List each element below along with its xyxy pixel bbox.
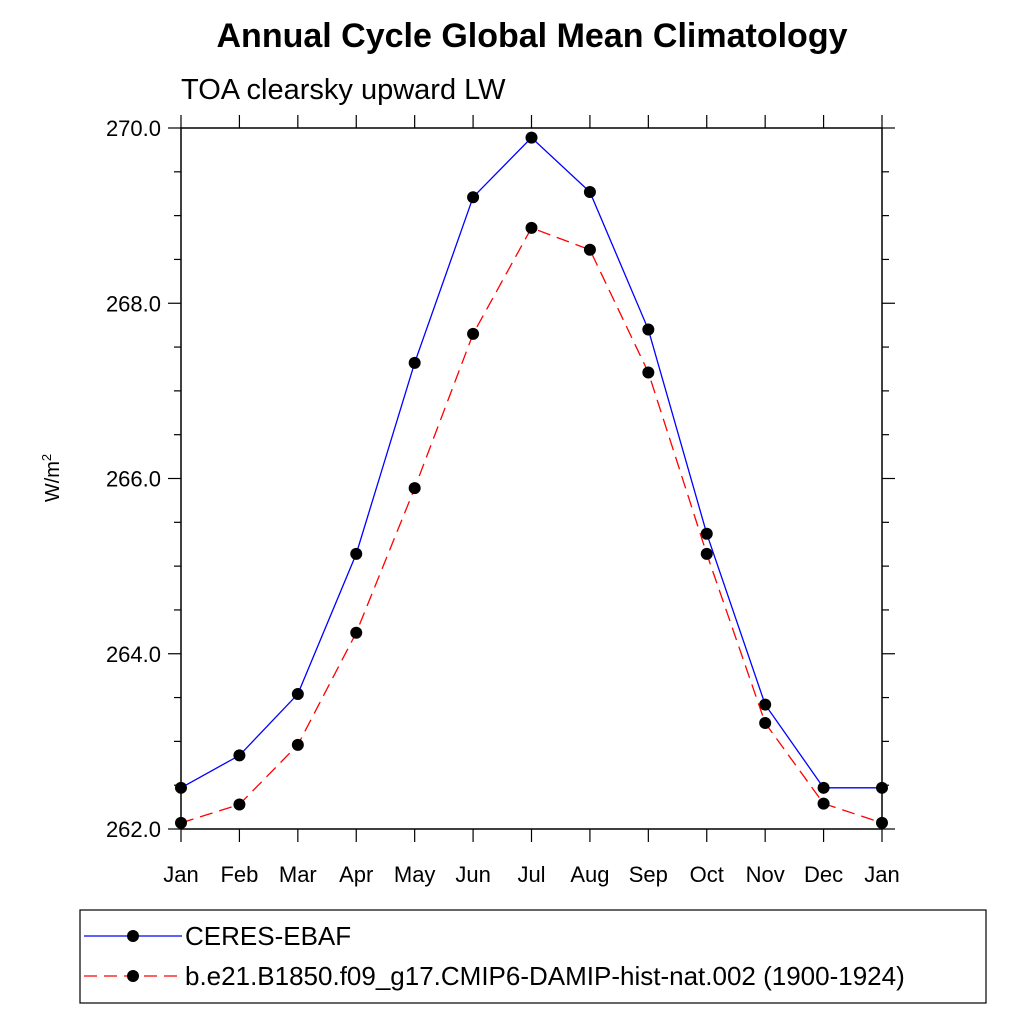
x-tick-label: Feb bbox=[220, 862, 258, 887]
data-point bbox=[759, 716, 772, 729]
y-tick-label: 262.0 bbox=[106, 817, 161, 842]
axes: 262.0 264.0 266.0 268.0 270.0 Jan Feb Mar Apr May… bbox=[106, 115, 900, 887]
series-1 bbox=[175, 131, 888, 794]
data-point bbox=[876, 781, 888, 794]
data-point bbox=[350, 626, 363, 639]
data-point bbox=[175, 816, 187, 829]
y-axis-label-superscript: 2 bbox=[39, 454, 54, 461]
legend-label: CERES-EBAF bbox=[185, 921, 351, 951]
data-point bbox=[700, 527, 713, 540]
y-axis-label: W/m2 bbox=[39, 454, 64, 502]
x-tick-label: Jan bbox=[864, 862, 899, 887]
data-point bbox=[291, 688, 304, 701]
x-tick-label: Dec bbox=[804, 862, 843, 887]
data-point bbox=[642, 366, 655, 379]
x-tick-label: Aug bbox=[570, 862, 609, 887]
data-point bbox=[525, 131, 538, 144]
legend: CERES-EBAF b.e21.B1850.f09_g17.CMIP6-DAMI… bbox=[79, 909, 987, 1004]
legend-label: b.e21.B1850.f09_g17.CMIP6-DAMIP-hist-nat… bbox=[185, 961, 905, 991]
data-point bbox=[350, 547, 363, 560]
data-point bbox=[467, 327, 480, 340]
series-line bbox=[180, 136, 882, 789]
series-2 bbox=[175, 221, 888, 829]
x-tick-label: Mar bbox=[279, 862, 317, 887]
data-point bbox=[175, 781, 187, 794]
x-tick-label: Jun bbox=[455, 862, 490, 887]
data-point bbox=[467, 191, 480, 204]
y-tick-label: 270.0 bbox=[106, 116, 161, 141]
chart-subtitle: TOA clearsky upward LW bbox=[181, 74, 506, 106]
y-axis-label-text: W/m bbox=[42, 461, 64, 502]
x-tick-label: Sep bbox=[629, 862, 668, 887]
legend-box bbox=[79, 909, 987, 1004]
data-point bbox=[233, 749, 246, 762]
data-point bbox=[759, 698, 772, 711]
data-point bbox=[700, 547, 713, 560]
legend-marker bbox=[127, 970, 139, 982]
data-point bbox=[583, 243, 596, 256]
data-point bbox=[817, 797, 830, 810]
data-point bbox=[408, 482, 421, 495]
data-point bbox=[291, 738, 304, 751]
data-point bbox=[817, 781, 830, 794]
y-tick-label: 266.0 bbox=[106, 467, 161, 492]
data-point bbox=[525, 221, 538, 234]
x-tick-label: Jan bbox=[163, 862, 198, 887]
x-tick-label: Oct bbox=[690, 862, 724, 887]
series-line bbox=[180, 227, 883, 824]
y-tick-label: 264.0 bbox=[106, 642, 161, 667]
y-tick-label: 268.0 bbox=[106, 291, 161, 316]
chart-title: Annual Cycle Global Mean Climatology bbox=[217, 17, 848, 55]
legend-marker bbox=[127, 930, 139, 942]
data-point bbox=[876, 816, 888, 829]
data-point bbox=[408, 356, 421, 369]
x-tick-label: Jul bbox=[517, 862, 545, 887]
data-point bbox=[642, 323, 655, 336]
x-tick-label: Nov bbox=[746, 862, 785, 887]
data-point bbox=[583, 185, 596, 198]
x-tick-label: Apr bbox=[339, 862, 373, 887]
x-tick-label: May bbox=[394, 862, 436, 887]
series-layer bbox=[175, 131, 888, 829]
data-point bbox=[233, 798, 246, 811]
